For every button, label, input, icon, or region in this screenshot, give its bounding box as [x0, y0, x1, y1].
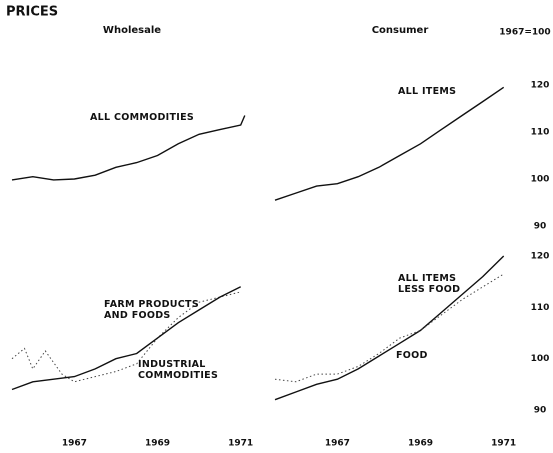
y-tick-label: 90 [534, 406, 547, 416]
x-tick-label: 1967 [62, 439, 87, 449]
series-line [274, 86, 505, 201]
series-line [274, 255, 505, 401]
series-label: INDUSTRIAL COMMODITIES [138, 359, 219, 381]
series-line [11, 286, 242, 391]
y-tick-label: 100 [531, 354, 550, 364]
y-tick-label: 120 [531, 81, 550, 91]
series-line [11, 291, 241, 383]
page-title: PRICES [6, 5, 58, 20]
y-tick-label: 110 [531, 128, 550, 138]
unit-label: 1967=100 [499, 28, 550, 38]
series-label: ALL ITEMS LESS FOOD [398, 273, 461, 295]
x-tick-label: 1967 [325, 439, 350, 449]
y-tick-label: 110 [531, 303, 550, 313]
y-tick-label: 100 [531, 175, 550, 185]
x-tick-label: 1969 [145, 439, 170, 449]
x-tick-label: 1971 [228, 439, 253, 449]
x-tick-label: 1971 [491, 439, 516, 449]
series-label: FOOD [396, 350, 428, 361]
y-tick-label: 90 [534, 222, 547, 232]
series-label: ALL ITEMS [398, 86, 457, 97]
panel-title: Wholesale [103, 25, 161, 36]
series-label: ALL COMMODITIES [90, 112, 195, 123]
series-label: FARM PRODUCTS AND FOODS [104, 299, 199, 321]
series-line [11, 115, 246, 181]
y-tick-label: 120 [531, 252, 550, 262]
x-tick-label: 1969 [408, 439, 433, 449]
panel-title: Consumer [372, 25, 429, 36]
